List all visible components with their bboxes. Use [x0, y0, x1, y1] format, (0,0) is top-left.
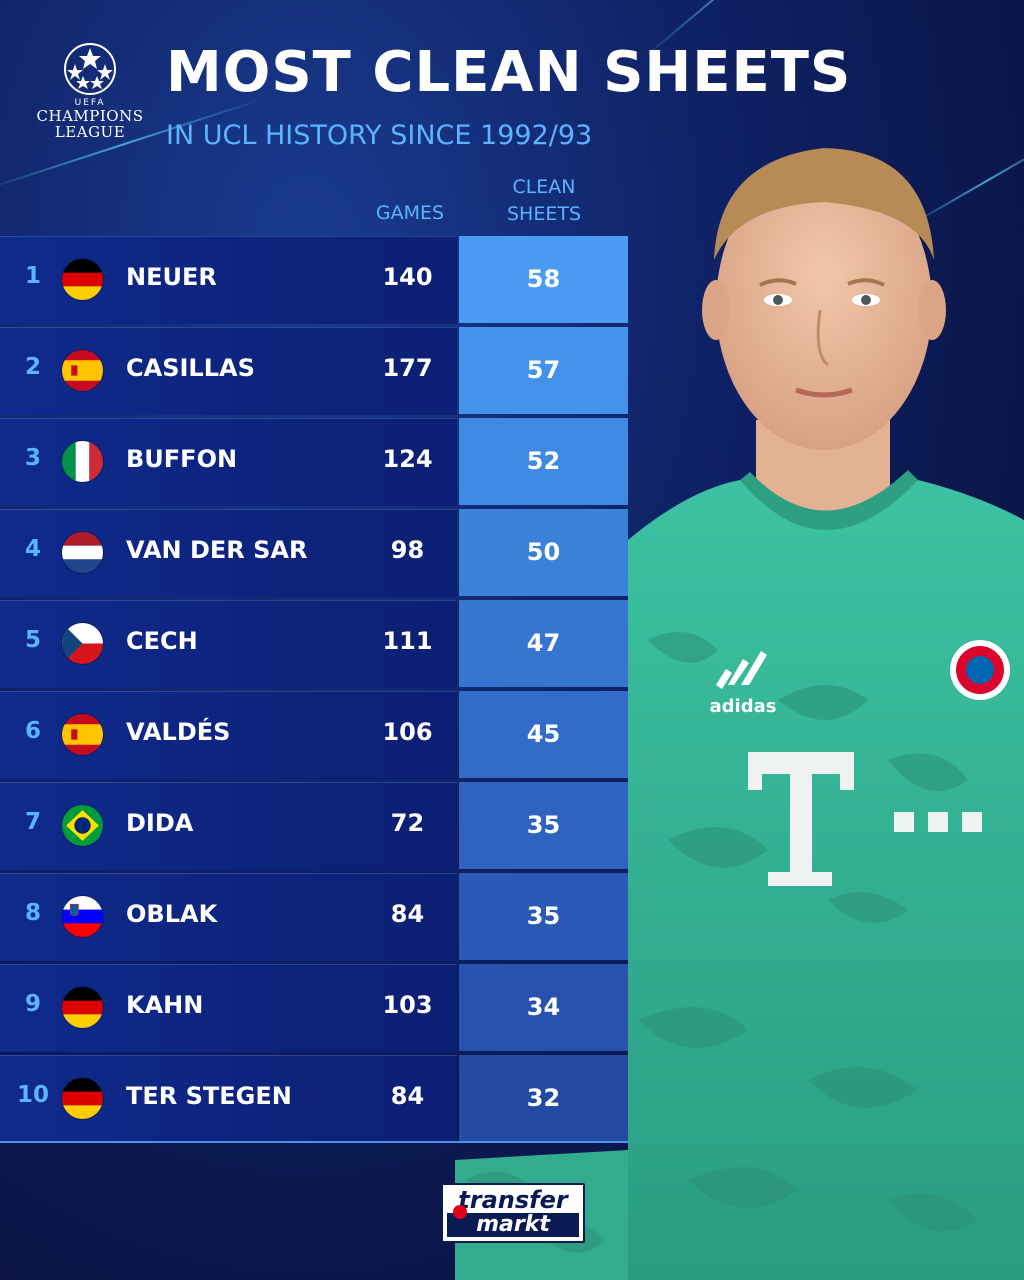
games-column-header: GAMES: [375, 202, 445, 224]
clean-sheets-column-header: CLEAN SHEETS: [474, 174, 614, 228]
table-row: 7 DIDA 72 35: [0, 782, 628, 870]
ucl-logo-line1: CHAMPIONS: [36, 107, 144, 125]
adidas-logo: adidas: [710, 651, 777, 717]
slovenia-flag-icon: [62, 896, 103, 937]
spain-flag-icon: [62, 714, 103, 755]
table-row: 10 TER STEGEN 84 32: [0, 1055, 628, 1143]
ranking-table: 1 NEUER 140 58 2 CASILLAS 177 57 3 BUFFON 124 5 2 …: [0, 236, 628, 1146]
clean-sheets-value: 50: [459, 509, 628, 596]
ucl-logo-line2: LEAGUE: [54, 123, 126, 141]
goalkeeper-photo: adidas: [628, 148, 1024, 1280]
player-name: NEUER: [126, 263, 217, 291]
clean-sheets-value: 34: [459, 964, 628, 1051]
table-row: 6 VALDÉS 106 45: [0, 691, 628, 779]
ball-icon: [453, 1205, 467, 1219]
games-value: 84: [390, 900, 425, 928]
player-name: CASILLAS: [126, 354, 255, 382]
rank-number: 6: [24, 718, 41, 744]
player-name: BUFFON: [126, 445, 238, 473]
germany-flag-icon: [62, 1078, 103, 1119]
clean-sheets-value: 32: [459, 1055, 628, 1142]
rank-number: 3: [24, 445, 41, 471]
ucl-logo-uefa: UEFA: [74, 98, 106, 108]
games-value: 124: [382, 445, 433, 473]
club-crest: [950, 640, 1010, 700]
clean-header-line2: SHEETS: [506, 203, 582, 225]
rank-number: 10: [16, 1082, 49, 1108]
player-name: DIDA: [126, 809, 194, 837]
player-name: VALDÉS: [126, 718, 231, 746]
player-name: KAHN: [126, 991, 204, 1019]
rank-number: 7: [24, 809, 41, 835]
starball-icon: [64, 43, 116, 95]
table-row: 1 NEUER 140 58: [0, 236, 628, 324]
transfermarkt-logo: transfer markt: [441, 1183, 585, 1243]
clean-sheets-value: 35: [459, 782, 628, 869]
rank-number: 8: [24, 900, 41, 926]
spain-flag-icon: [62, 350, 103, 391]
games-value: 177: [382, 354, 433, 382]
rank-number: 4: [24, 536, 41, 562]
clean-sheets-value: 58: [459, 236, 628, 323]
champions-league-logo: UEFA CHAMPIONS LEAGUE: [30, 42, 150, 140]
table-row: 8 OBLAK 84 35: [0, 873, 628, 961]
table-row: 5 CECH 111 47: [0, 600, 628, 688]
clean-sheets-value: 35: [459, 873, 628, 960]
svg-text:adidas: adidas: [710, 696, 777, 717]
czech-flag-icon: [62, 623, 103, 664]
player-name: OBLAK: [126, 900, 218, 928]
games-value: 72: [390, 809, 425, 837]
italy-flag-icon: [62, 441, 103, 482]
table-row: 3 BUFFON 124 52: [0, 418, 628, 506]
rank-number: 2: [24, 354, 41, 380]
clean-sheets-value: 45: [459, 691, 628, 778]
player-name: VAN DER SAR: [126, 536, 308, 564]
table-row: 9 KAHN 103 34: [0, 964, 628, 1052]
table-bottom-line: [0, 1141, 628, 1143]
games-value: 111: [382, 627, 433, 655]
netherlands-flag-icon: [62, 532, 103, 573]
rank-number: 1: [24, 263, 41, 289]
page-title: MOST CLEAN SHEETS: [166, 40, 852, 105]
games-value: 106: [382, 718, 433, 746]
rank-number: 9: [24, 991, 41, 1017]
clean-header-line1: CLEAN: [512, 176, 576, 198]
clean-sheets-value: 57: [459, 327, 628, 414]
transfermarkt-logo-top: transfer: [447, 1187, 579, 1213]
telekom-logo: [748, 752, 982, 886]
clean-sheets-value: 52: [459, 418, 628, 505]
page-subtitle: IN UCL HISTORY SINCE 1992/93: [166, 120, 593, 151]
table-row: 2 CASILLAS 177 57: [0, 327, 628, 415]
games-value: 98: [390, 536, 425, 564]
table-row: 4 VAN DER SAR 98 50: [0, 509, 628, 597]
germany-flag-icon: [62, 259, 103, 300]
games-value: 140: [382, 263, 433, 291]
games-value: 84: [390, 1082, 425, 1110]
clean-sheets-value: 47: [459, 600, 628, 687]
rank-number: 5: [24, 627, 41, 653]
brazil-flag-icon: [62, 805, 103, 846]
germany-flag-icon: [62, 987, 103, 1028]
player-name: TER STEGEN: [126, 1082, 292, 1110]
transfermarkt-logo-bottom: markt: [447, 1213, 579, 1237]
player-name: CECH: [126, 627, 198, 655]
games-value: 103: [382, 991, 433, 1019]
